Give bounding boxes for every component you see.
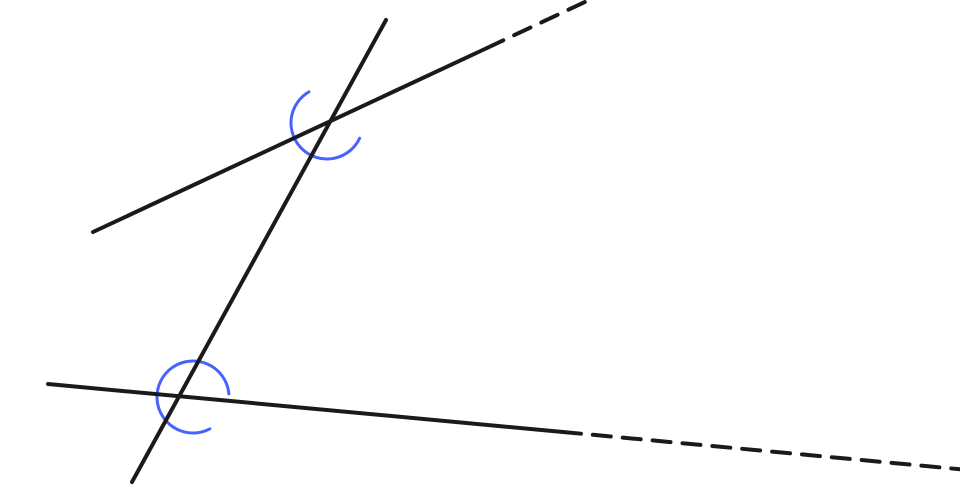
diagram-background	[0, 0, 960, 504]
geometry-diagram	[0, 0, 960, 504]
